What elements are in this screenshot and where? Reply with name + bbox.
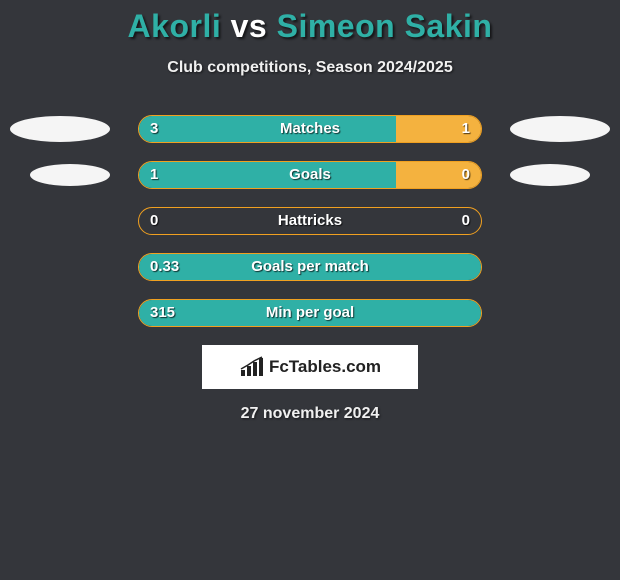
stat-value-right: 1: [462, 115, 470, 143]
stat-value-left: 1: [150, 161, 158, 189]
logo-box[interactable]: FcTables.com: [202, 345, 418, 389]
bar-track: [138, 161, 482, 189]
stat-row: Goals10: [0, 161, 620, 189]
stat-row: Min per goal315: [0, 299, 620, 327]
player-avatar-right: [510, 164, 590, 186]
player-avatar-right: [510, 116, 610, 142]
date-label: 27 november 2024: [0, 405, 620, 423]
title-player2: Simeon Sakin: [277, 8, 493, 44]
stat-value-left: 315: [150, 299, 175, 327]
bar-chart-icon: [239, 356, 265, 378]
comparison-chart: Matches31Goals10Hattricks00Goals per mat…: [0, 115, 620, 327]
bar-track: [138, 115, 482, 143]
stat-row: Goals per match0.33: [0, 253, 620, 281]
bar-fill-left: [139, 254, 481, 280]
stat-row: Matches31: [0, 115, 620, 143]
stat-value-left: 3: [150, 115, 158, 143]
title-player1: Akorli: [128, 8, 222, 44]
player-avatar-left: [30, 164, 110, 186]
title-vs: vs: [231, 8, 268, 44]
subtitle: Club competitions, Season 2024/2025: [0, 59, 620, 77]
bar-track: [138, 207, 482, 235]
page-title: Akorli vs Simeon Sakin: [0, 0, 620, 45]
stat-value-right: 0: [462, 161, 470, 189]
bar-track: [138, 253, 482, 281]
bar-fill-left: [139, 300, 481, 326]
bar-fill-left: [139, 116, 396, 142]
stat-value-right: 0: [462, 207, 470, 235]
stat-row: Hattricks00: [0, 207, 620, 235]
stat-value-left: 0: [150, 207, 158, 235]
stat-value-left: 0.33: [150, 253, 179, 281]
logo-text: FcTables.com: [269, 357, 381, 377]
bar-track: [138, 299, 482, 327]
bar-fill-left: [139, 162, 396, 188]
player-avatar-left: [10, 116, 110, 142]
